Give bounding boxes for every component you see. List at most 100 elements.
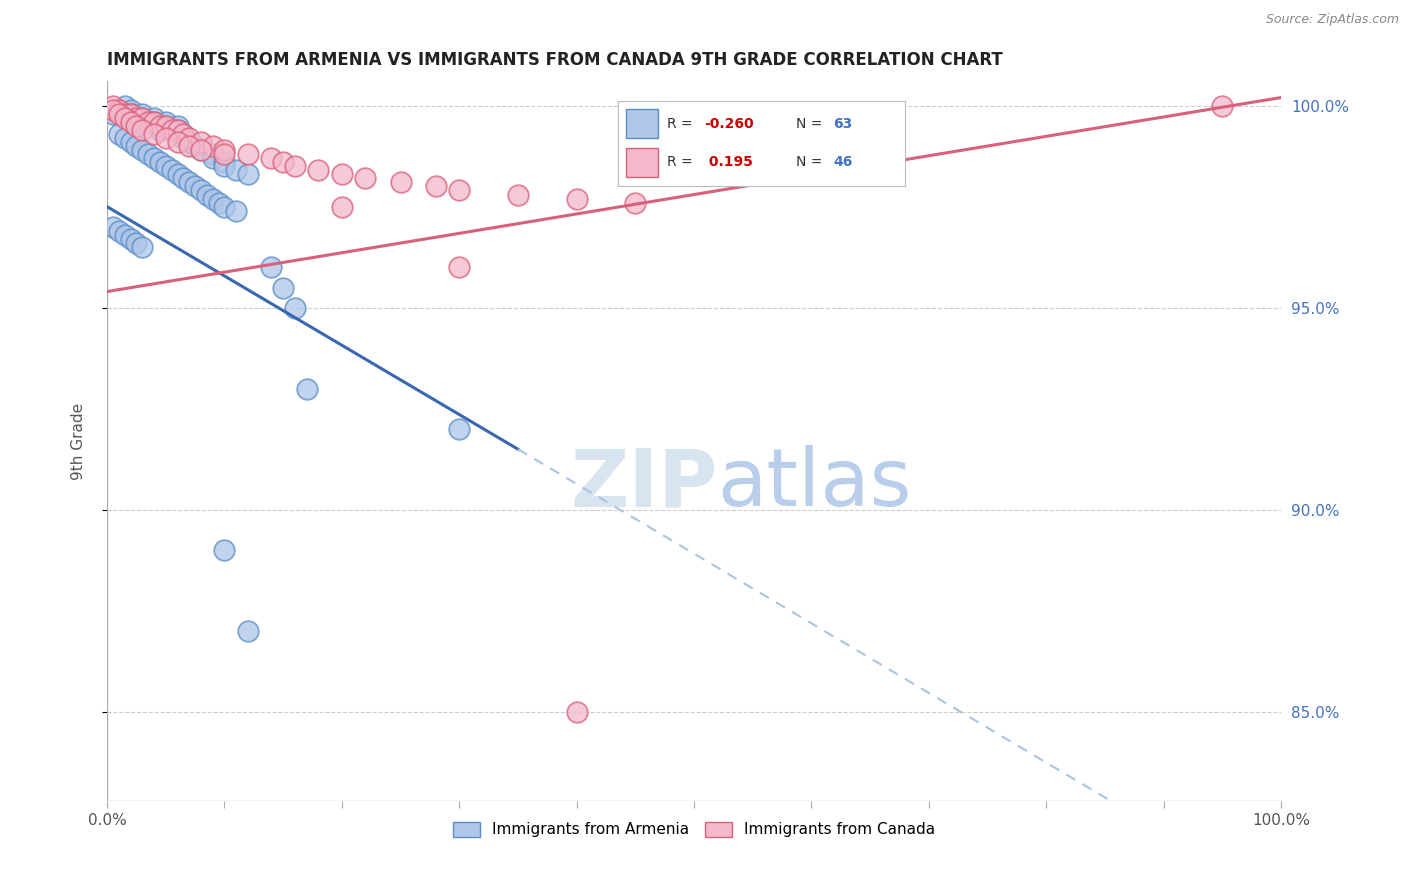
Point <box>190 143 212 157</box>
Point <box>155 119 177 133</box>
Point <box>190 143 212 157</box>
Point <box>136 147 159 161</box>
Point <box>190 135 212 149</box>
Point <box>389 175 412 189</box>
Legend: Immigrants from Armenia, Immigrants from Canada: Immigrants from Armenia, Immigrants from… <box>447 815 942 844</box>
Point <box>195 187 218 202</box>
Point <box>125 111 148 125</box>
Point <box>143 151 166 165</box>
Point <box>284 301 307 315</box>
Point <box>166 135 188 149</box>
Point <box>131 111 153 125</box>
Point <box>214 200 236 214</box>
Point <box>172 171 194 186</box>
Point <box>260 151 283 165</box>
Point <box>330 167 353 181</box>
Point <box>449 184 471 198</box>
Point <box>1211 98 1233 112</box>
Point <box>125 235 148 250</box>
Point <box>114 98 136 112</box>
Point <box>207 195 229 210</box>
Point <box>114 111 136 125</box>
Point <box>271 155 294 169</box>
Point <box>120 106 142 120</box>
Point <box>354 171 377 186</box>
Point <box>149 123 172 137</box>
Point <box>160 163 183 178</box>
Point <box>214 143 236 157</box>
Point <box>166 167 188 181</box>
Point <box>143 115 166 129</box>
Text: Source: ZipAtlas.com: Source: ZipAtlas.com <box>1265 13 1399 27</box>
Point <box>136 115 159 129</box>
Point <box>166 123 188 137</box>
Point <box>143 115 166 129</box>
Point <box>160 123 183 137</box>
Point <box>179 139 201 153</box>
Point <box>330 200 353 214</box>
Point <box>101 106 124 120</box>
Point <box>131 143 153 157</box>
Point <box>172 127 194 141</box>
Text: IMMIGRANTS FROM ARMENIA VS IMMIGRANTS FROM CANADA 9TH GRADE CORRELATION CHART: IMMIGRANTS FROM ARMENIA VS IMMIGRANTS FR… <box>107 51 1002 69</box>
Point <box>201 139 224 153</box>
Point <box>565 192 588 206</box>
Point <box>225 203 247 218</box>
Point <box>425 179 447 194</box>
Point <box>295 382 318 396</box>
Point <box>149 119 172 133</box>
Point <box>179 175 201 189</box>
Point <box>131 240 153 254</box>
Point <box>108 127 131 141</box>
Point <box>184 179 207 194</box>
Point <box>120 232 142 246</box>
Point <box>449 422 471 436</box>
Point <box>120 115 142 129</box>
Point <box>120 135 142 149</box>
Point <box>114 227 136 242</box>
Text: ZIP: ZIP <box>571 445 717 524</box>
Point <box>166 119 188 133</box>
Point <box>143 127 166 141</box>
Point <box>120 103 142 117</box>
Point <box>114 106 136 120</box>
Point <box>155 119 177 133</box>
Point <box>236 147 259 161</box>
Y-axis label: 9th Grade: 9th Grade <box>72 402 86 480</box>
Point <box>214 159 236 173</box>
Point <box>184 139 207 153</box>
Point <box>149 119 172 133</box>
Point <box>125 111 148 125</box>
Point <box>108 224 131 238</box>
Point <box>271 280 294 294</box>
Point <box>172 131 194 145</box>
Point <box>214 147 236 161</box>
Point <box>214 155 236 169</box>
Point <box>125 115 148 129</box>
Point <box>114 131 136 145</box>
Point <box>284 159 307 173</box>
Point <box>565 705 588 719</box>
Point <box>179 135 201 149</box>
Point <box>101 98 124 112</box>
Point <box>125 139 148 153</box>
Point <box>236 624 259 639</box>
Point <box>101 219 124 234</box>
Point <box>307 163 329 178</box>
Point <box>236 167 259 181</box>
Point <box>201 151 224 165</box>
Point <box>160 123 183 137</box>
Point <box>101 103 124 117</box>
Point <box>131 111 153 125</box>
Point <box>155 115 177 129</box>
Point <box>201 192 224 206</box>
Point <box>506 187 529 202</box>
Point <box>125 119 148 133</box>
Point <box>131 106 153 120</box>
Point <box>172 127 194 141</box>
Point <box>108 106 131 120</box>
Point <box>149 155 172 169</box>
Point <box>214 543 236 558</box>
Point <box>225 163 247 178</box>
Point <box>120 106 142 120</box>
